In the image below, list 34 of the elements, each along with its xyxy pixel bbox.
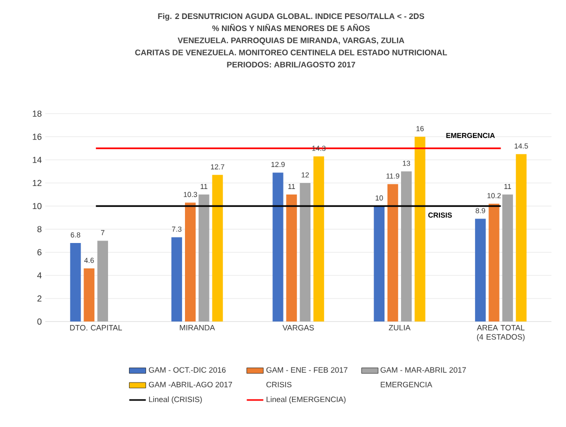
bar [387,184,398,322]
bar [286,194,297,322]
y-tick-label: 12 [32,180,42,186]
bar [198,194,210,322]
bar [184,202,196,322]
text: CARITAS DE VENEZUELA. MONITOREO CENTINELA DEL ESTADO NUTRICIONAL [135,49,448,56]
bar [272,172,284,322]
bar [401,171,412,322]
bar [97,240,108,322]
y-tick-label: 6 [37,248,42,256]
y-tick-label: 18 [32,110,42,117]
bar [84,268,94,322]
y-tick-label: 8 [37,226,42,232]
y-tick-label: 16 [32,133,42,140]
bar [300,182,310,322]
y-tick-label: 14 [32,156,42,163]
text: VENEZUELA. PARROQUIAS DE MIRANDA, VARGAS, ZULIA [178,37,404,45]
bar [212,174,223,322]
y-tick-label: 10 [32,202,42,209]
bar [502,194,513,322]
y-tick-label: 0 [37,318,42,324]
bar [475,218,486,322]
bar [171,237,182,322]
text: PERIODOS: ABRIL/AGOSTO 2017 [227,61,356,68]
y-tick-label: 2 [37,295,42,302]
bar [516,154,527,322]
bar [70,242,81,322]
bar [414,136,426,322]
y-tick-label: 4 [37,272,42,278]
bar [374,206,385,322]
chart-title: Fig. 2 DESNUTRICION AGUDA GLOBAL. INDICE PESO/TALLA < - 2DS [158,12,424,20]
bar [313,156,324,322]
bar [488,204,500,322]
chart-subtitle: % NIÑOS Y NIÑAS MENORES DE 5 AÑOS [212,24,370,31]
